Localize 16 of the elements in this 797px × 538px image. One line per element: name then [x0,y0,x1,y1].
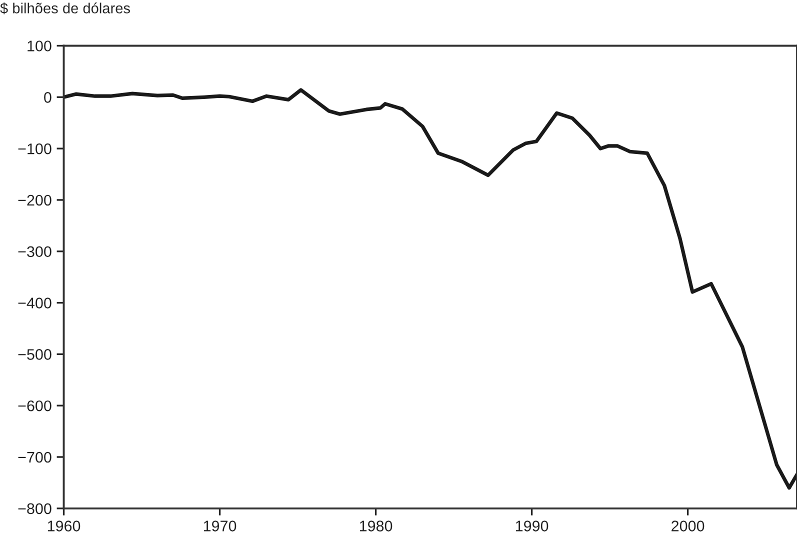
y-tick-label: −700 [18,452,52,463]
y-tick-label: 0 [44,92,52,103]
y-tick-label: −600 [18,400,52,412]
y-tick-label: 100 [28,40,52,52]
x-tick-label: 1960 [48,520,80,532]
y-tick-label: −300 [18,246,52,258]
x-tick-label: 1980 [360,520,392,532]
y-tick-label: −500 [18,349,52,360]
x-tick-label: 1970 [204,520,236,532]
x-tick-label: 1990 [516,520,548,532]
y-tick-label: −200 [18,194,52,206]
y-tick-label: −100 [18,143,52,154]
y-tick-label: −800 [18,503,52,514]
y-tick-label: −400 [18,298,52,308]
y-axis-title: $ bilhões de dólares [0,2,130,14]
x-tick-label: 2000 [672,520,704,532]
